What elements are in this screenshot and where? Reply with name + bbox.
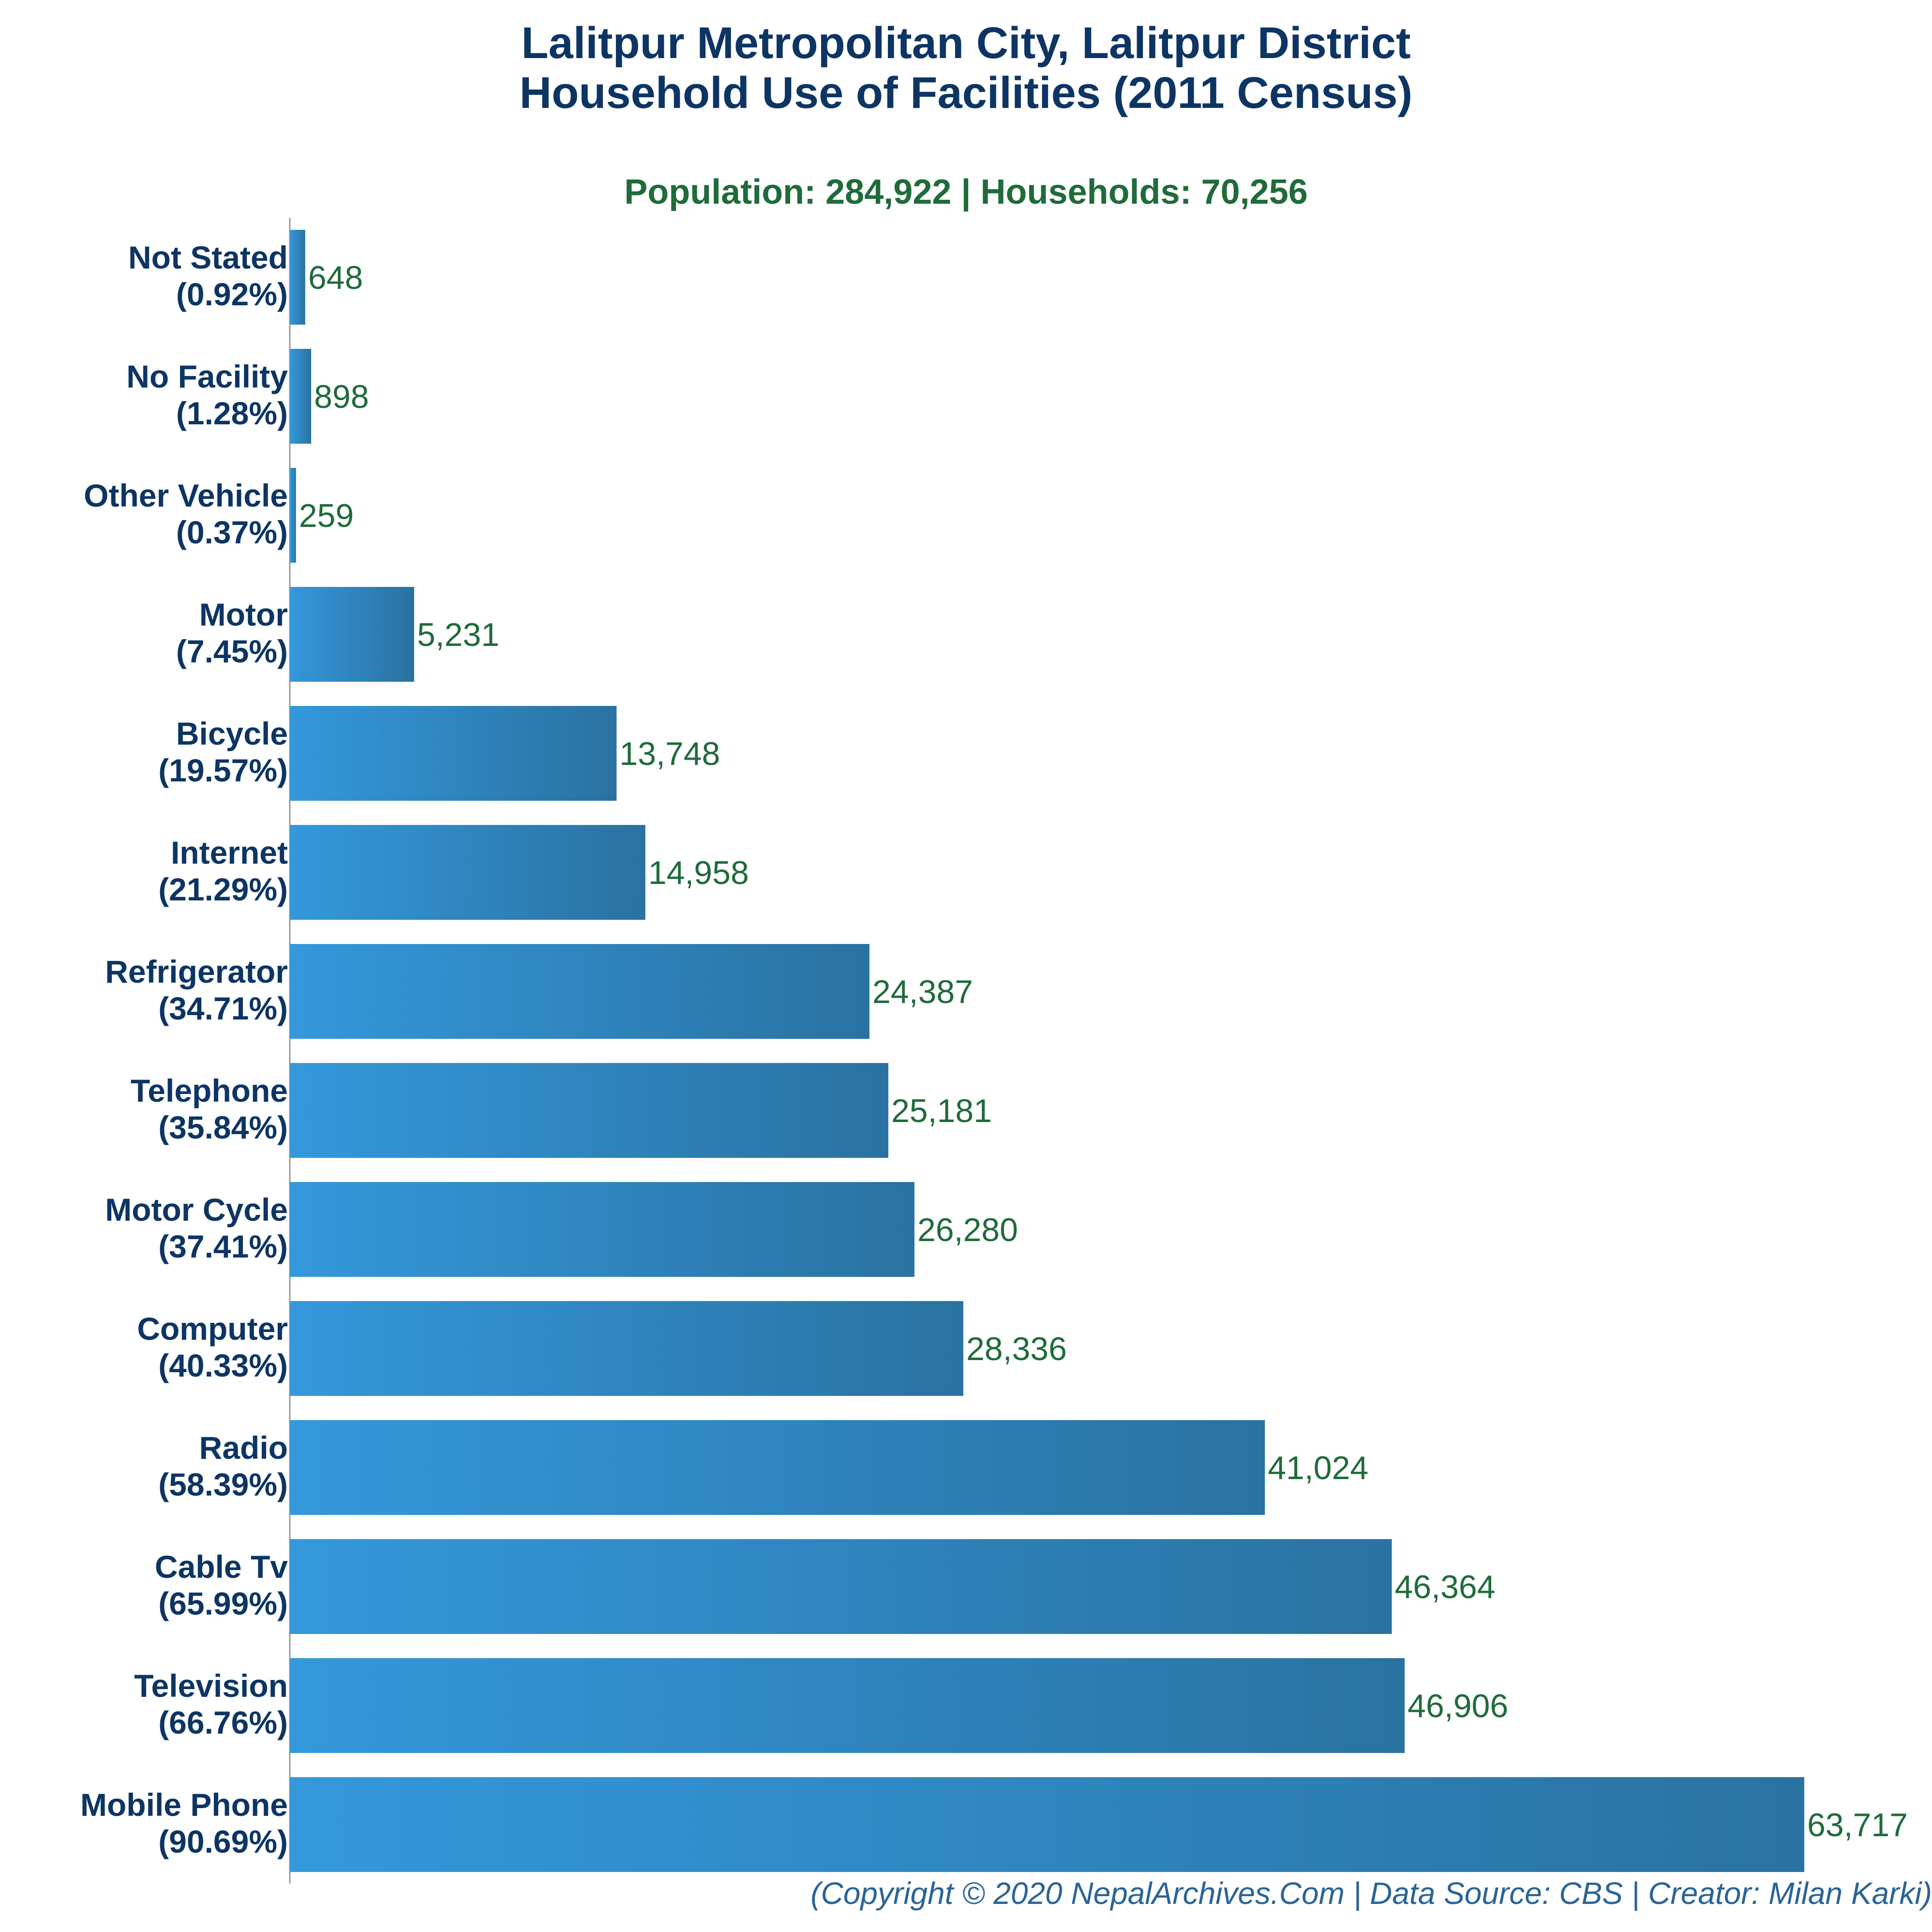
category-label: Radio: [199, 1430, 288, 1466]
chart-title-line-2: Household Use of Facilities (2011 Census…: [519, 68, 1413, 118]
value-label: 13,748: [619, 735, 720, 772]
chart-title: Lalitpur Metropolitan City, Lalitpur Dis…: [0, 18, 1932, 118]
bar-radio: [290, 1420, 1265, 1515]
percent-label: (58.39%): [158, 1467, 288, 1502]
category-label: Mobile Phone: [80, 1787, 288, 1823]
percent-label: (1.28%): [176, 395, 288, 431]
value-label: 26,280: [917, 1212, 1018, 1248]
percent-label: (34.71%): [158, 990, 288, 1026]
value-label: 5,231: [417, 616, 499, 653]
value-label: 46,364: [1395, 1569, 1496, 1605]
bar-bicycle: [290, 706, 617, 801]
bar-motor-cycle: [290, 1182, 914, 1277]
percent-label: (7.45%): [176, 633, 288, 669]
percent-label: (21.29%): [158, 871, 288, 907]
percent-label: (40.33%): [158, 1348, 288, 1383]
bar-refrigerator: [290, 944, 869, 1039]
percent-label: (66.76%): [158, 1705, 288, 1740]
category-label: Cable Tv: [155, 1549, 288, 1585]
bar-not-stated: [290, 230, 305, 325]
value-label: 259: [299, 497, 354, 534]
footer-credit: (Copyright © 2020 NepalArchives.Com | Da…: [810, 1876, 1932, 1911]
bar-mobile-phone: [290, 1777, 1804, 1872]
value-label: 14,958: [648, 854, 749, 891]
bar-motor: [290, 587, 414, 682]
value-label: 898: [314, 378, 369, 415]
bar-no-facility: [290, 349, 312, 444]
bar-television: [290, 1658, 1405, 1753]
percent-label: (90.69%): [158, 1824, 288, 1859]
value-label: 648: [308, 259, 363, 296]
category-label: Refrigerator: [105, 954, 288, 989]
value-label: 24,387: [872, 973, 973, 1010]
value-label: 41,024: [1268, 1450, 1368, 1486]
percent-label: (65.99%): [158, 1586, 288, 1621]
bar-computer: [290, 1301, 963, 1396]
chart-subtitle: Population: 284,922 | Households: 70,256: [624, 173, 1308, 211]
category-label: Internet: [171, 835, 288, 870]
category-label: Bicycle: [176, 716, 288, 751]
chart-title-line-1: Lalitpur Metropolitan City, Lalitpur Dis…: [521, 18, 1411, 68]
bar-cable-tv: [290, 1539, 1392, 1634]
category-label: Motor Cycle: [105, 1192, 288, 1228]
percent-label: (37.41%): [158, 1228, 288, 1264]
category-label: Television: [134, 1668, 288, 1704]
category-label: Telephone: [131, 1073, 288, 1108]
category-label: Computer: [137, 1311, 288, 1347]
value-label: 28,336: [966, 1331, 1067, 1367]
category-label: Not Stated: [128, 240, 288, 275]
value-label: 25,181: [891, 1093, 992, 1129]
bar-telephone: [290, 1063, 888, 1158]
category-label: Motor: [199, 597, 288, 632]
value-label: 46,906: [1408, 1688, 1508, 1724]
percent-label: (0.92%): [176, 276, 288, 312]
value-label: 63,717: [1807, 1807, 1908, 1843]
percent-label: (19.57%): [158, 752, 288, 788]
bar-other-vehicle: [290, 468, 296, 563]
category-label: Other Vehicle: [84, 478, 288, 513]
bar-internet: [290, 825, 645, 920]
percent-label: (35.84%): [158, 1109, 288, 1145]
category-label: No Facility: [126, 359, 288, 394]
percent-label: (0.37%): [176, 514, 288, 550]
